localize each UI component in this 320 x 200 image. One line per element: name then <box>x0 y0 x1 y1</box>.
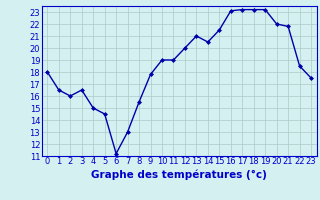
X-axis label: Graphe des températures (°c): Graphe des températures (°c) <box>91 169 267 180</box>
